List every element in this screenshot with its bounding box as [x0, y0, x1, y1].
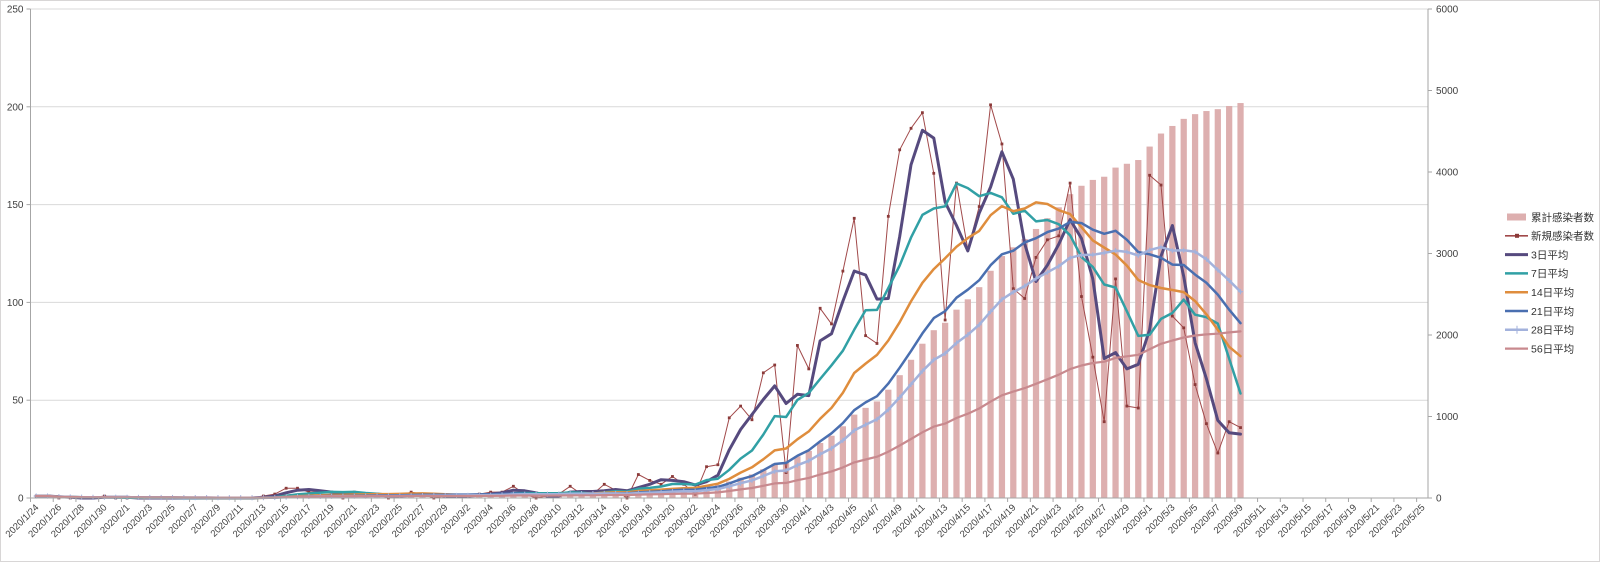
- legend-swatch-bar: [1507, 214, 1526, 221]
- svg-text:2000: 2000: [1436, 331, 1459, 342]
- bar-series-cumulative: [272, 103, 1244, 498]
- svg-text:250: 250: [7, 5, 24, 16]
- legend-item-ma21: 21日平均: [1505, 306, 1574, 318]
- legend-item-ma7: 7日平均: [1505, 268, 1568, 280]
- legend-label: 新規感染者数: [1531, 230, 1594, 243]
- legend-item-cumulative: 累計感染者数: [1507, 211, 1594, 224]
- svg-text:6000: 6000: [1436, 5, 1459, 16]
- legend-label: 21日平均: [1531, 306, 1574, 318]
- legend-label: 7日平均: [1531, 268, 1568, 280]
- legend-item-ma56: 56日平均: [1505, 343, 1574, 355]
- x-axis-labels: 2020/1/242020/1/262020/1/282020/1/302020…: [4, 498, 1428, 540]
- legend-item-ma14: 14日平均: [1505, 287, 1574, 299]
- svg-text:5000: 5000: [1436, 86, 1459, 97]
- right-axis-labels: 0 1000 2000 3000 4000 5000 6000: [1428, 5, 1459, 505]
- svg-text:0: 0: [18, 494, 24, 505]
- legend-label: 累計感染者数: [1531, 211, 1594, 224]
- svg-text:150: 150: [7, 200, 24, 211]
- left-axis-labels: 0 50 100 150 200 250: [7, 5, 31, 505]
- svg-text:0: 0: [1436, 494, 1442, 505]
- legend-item-ma3: 3日平均: [1505, 249, 1568, 261]
- legend-item-new: 新規感染者数: [1505, 230, 1594, 243]
- legend-label: 14日平均: [1531, 287, 1574, 299]
- legend-marker-square: [1515, 234, 1519, 238]
- legend-label: 3日平均: [1531, 249, 1568, 261]
- legend-item-ma28: 28日平均: [1505, 325, 1574, 337]
- legend-label: 28日平均: [1531, 325, 1574, 337]
- svg-text:100: 100: [7, 298, 24, 309]
- svg-text:4000: 4000: [1436, 168, 1459, 179]
- svg-text:50: 50: [12, 396, 24, 407]
- svg-text:1000: 1000: [1436, 412, 1459, 423]
- svg-text:3000: 3000: [1436, 249, 1459, 260]
- svg-text:200: 200: [7, 102, 24, 113]
- legend-label: 56日平均: [1531, 343, 1574, 355]
